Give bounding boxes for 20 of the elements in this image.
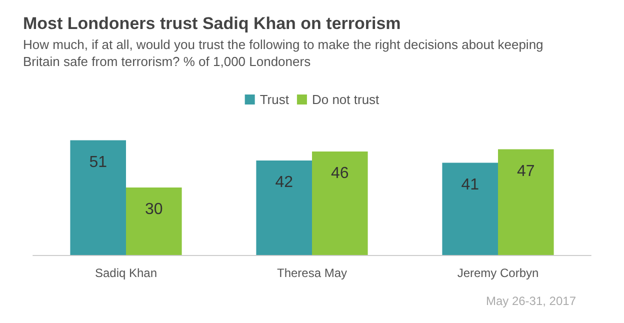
bar <box>442 162 498 255</box>
text: May 26-31, 2017 <box>486 294 576 308</box>
x-tick-label: Theresa May <box>276 266 348 280</box>
data-label: 41 <box>461 176 480 194</box>
x-tick-label: Sadiq Khan <box>94 266 158 280</box>
data-label: 51 <box>89 154 108 171</box>
bar <box>70 140 126 255</box>
bar <box>256 160 312 255</box>
x-tick-label: Jeremy Corbyn <box>457 266 539 280</box>
bar <box>126 188 182 255</box>
legend-label: Trust <box>260 92 290 107</box>
bar <box>312 152 368 255</box>
chart-subtitle: How much, if at all, would you trust the following to make the right decisions about keeping Britain safe from terrorism? % of 1,000 Londoners <box>23 37 547 69</box>
data-label: 47 <box>517 162 535 180</box>
bar <box>498 149 554 255</box>
data-label: 30 <box>145 201 163 218</box>
data-label: 46 <box>331 165 349 182</box>
chart-title: Most Londoners trust Sadiq Khan on terrorism <box>23 14 401 33</box>
legend-label: Do not trust <box>312 92 380 107</box>
data-label: 42 <box>275 174 294 191</box>
